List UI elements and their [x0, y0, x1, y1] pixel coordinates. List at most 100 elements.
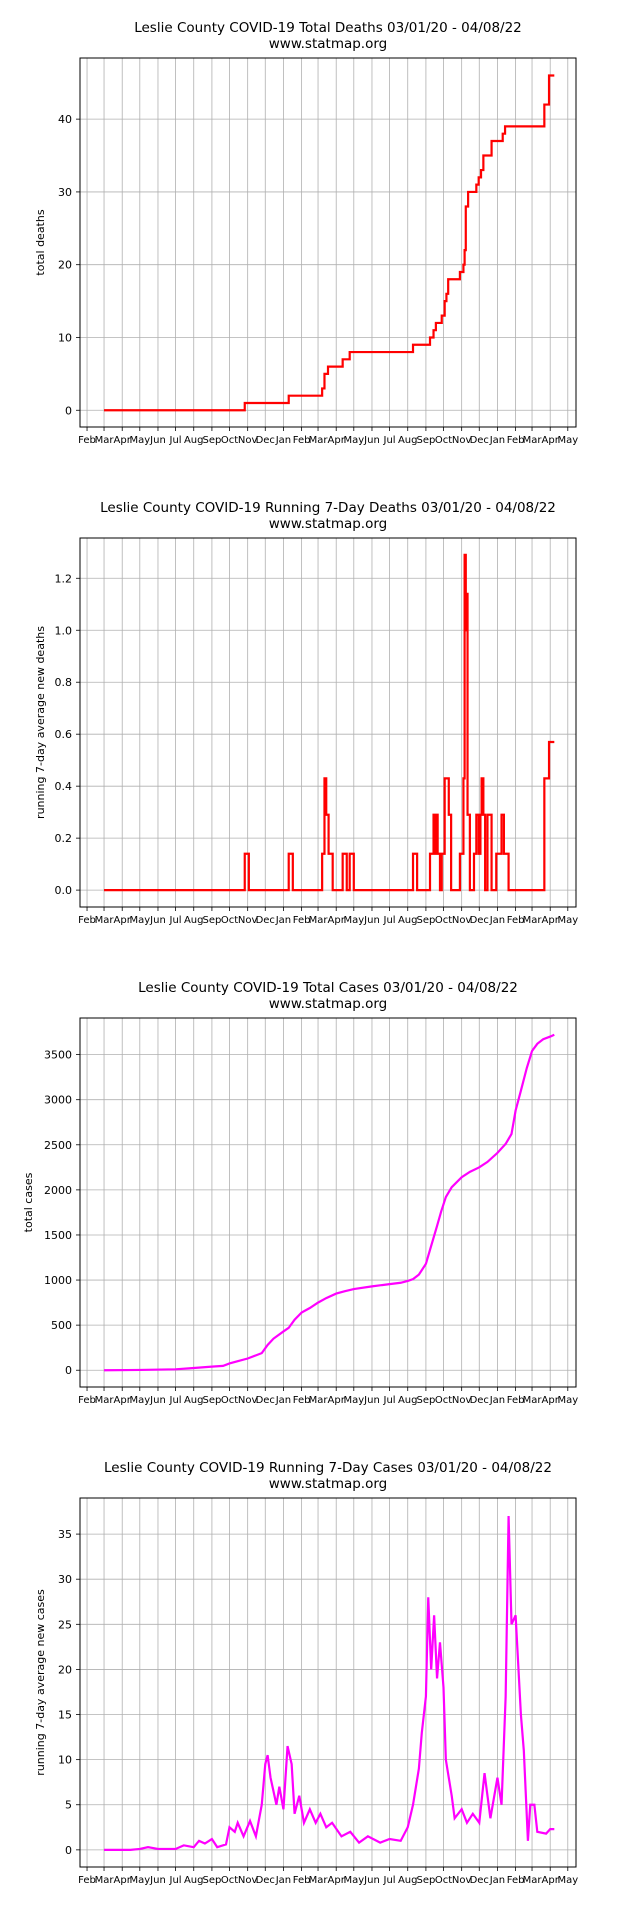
- x-tick-label: Oct: [435, 1875, 452, 1886]
- x-tick-label: Oct: [221, 1875, 238, 1886]
- x-tick-label: Nov: [238, 1395, 258, 1406]
- x-tick-label: Jan: [489, 915, 505, 926]
- series-line: [104, 553, 555, 892]
- x-tick-label: Oct: [221, 915, 238, 926]
- x-tick-label: Jan: [489, 1875, 505, 1886]
- x-tick-label: Mar: [309, 435, 329, 446]
- x-tick-label: Apr: [114, 1875, 132, 1886]
- x-tick-label: Dec: [470, 1875, 489, 1886]
- y-axis-label: total cases: [22, 1172, 35, 1232]
- x-tick-label: Apr: [114, 915, 132, 926]
- x-tick-label: Mar: [309, 915, 329, 926]
- x-tick-label: Jan: [489, 435, 505, 446]
- chart-3: Feb Mar Apr May Jun Jul Aug Sep Oct Nov Dec Jan Feb M…: [0, 960, 640, 1440]
- x-tick-label: Mar: [523, 435, 543, 446]
- y-tick-label: 35: [58, 1528, 72, 1541]
- chart-subtitle: www.statmap.org: [269, 1476, 388, 1492]
- x-tick-label: Jul: [169, 1875, 182, 1886]
- x-tick-label: Jul: [169, 915, 182, 926]
- x-tick-label: Feb: [78, 1395, 96, 1406]
- x-tick-label: Oct: [435, 1395, 452, 1406]
- x-tick-label: May: [557, 1395, 578, 1406]
- x-tick-label: Aug: [398, 1395, 418, 1406]
- y-tick-label: 1500: [44, 1229, 72, 1242]
- axes-frame: [79, 1497, 577, 1868]
- x-tick-label: Nov: [452, 1395, 472, 1406]
- y-tick-label: 1.2: [55, 572, 73, 585]
- chart-title: Leslie County COVID-19 Running 7-Day Dea…: [100, 500, 556, 516]
- y-tick-label: 0: [65, 1844, 72, 1857]
- y-tick-label: 0.2: [55, 832, 73, 845]
- y-tick-label: 2500: [44, 1139, 72, 1152]
- x-tick-label: Jun: [363, 915, 380, 926]
- x-tick-label: Aug: [398, 1875, 418, 1886]
- x-tick-label: Apr: [328, 915, 346, 926]
- x-tick-label: Aug: [184, 915, 204, 926]
- x-tick-label: Jun: [149, 1395, 166, 1406]
- x-tick-label: Oct: [435, 435, 452, 446]
- x-tick-label: Nov: [452, 435, 472, 446]
- chart-4: Feb Mar Apr May Jun Jul Aug Sep Oct Nov Dec Jan Feb M…: [0, 1440, 640, 1920]
- x-tick-label: Apr: [542, 915, 560, 926]
- x-tick-label: Aug: [184, 1395, 204, 1406]
- x-tick-label: Jul: [383, 435, 396, 446]
- axes-frame: [79, 1017, 577, 1388]
- x-tick-label: Mar: [95, 435, 115, 446]
- x-tick-label: Jul: [383, 1875, 396, 1886]
- x-tick-label: May: [129, 1875, 150, 1886]
- x-tick-label: Mar: [309, 1875, 329, 1886]
- x-tick-label: Sep: [416, 435, 435, 446]
- x-tick-label: May: [129, 915, 150, 926]
- x-tick-label: Jul: [169, 1395, 182, 1406]
- x-tick-label: Jun: [363, 435, 380, 446]
- chart-title: Leslie County COVID-19 Total Deaths 03/0…: [134, 20, 522, 36]
- x-tick-label: Feb: [78, 435, 96, 446]
- x-tick-label: Feb: [507, 915, 525, 926]
- x-tick-label: Nov: [238, 915, 258, 926]
- x-tick-label: Aug: [184, 1875, 204, 1886]
- x-tick-label: Apr: [542, 1395, 560, 1406]
- y-axis-label: running 7-day average new deaths: [34, 626, 47, 819]
- chart-subtitle: www.statmap.org: [269, 996, 388, 1012]
- x-tick-label: Mar: [309, 1395, 329, 1406]
- x-tick-label: Jun: [149, 915, 166, 926]
- x-tick-label: Dec: [470, 435, 489, 446]
- y-tick-label: 15: [58, 1709, 72, 1722]
- y-tick-label: 0.6: [55, 728, 73, 741]
- x-tick-label: May: [129, 1395, 150, 1406]
- x-tick-label: May: [557, 435, 578, 446]
- x-tick-label: Sep: [202, 435, 221, 446]
- x-tick-label: Feb: [507, 1875, 525, 1886]
- x-tick-label: Aug: [398, 915, 418, 926]
- x-tick-label: Jun: [149, 1875, 166, 1886]
- x-tick-label: Apr: [328, 1395, 346, 1406]
- x-tick-label: Dec: [256, 915, 275, 926]
- y-tick-label: 0.0: [55, 884, 73, 897]
- x-tick-label: Apr: [542, 435, 560, 446]
- x-tick-label: Jan: [275, 1395, 291, 1406]
- chart-title: Leslie County COVID-19 Total Cases 03/01…: [138, 980, 518, 996]
- x-tick-label: Feb: [293, 435, 311, 446]
- x-tick-label: May: [343, 1875, 364, 1886]
- y-tick-label: 0.8: [55, 676, 73, 689]
- x-tick-label: Sep: [416, 1875, 435, 1886]
- x-tick-label: Jan: [275, 1875, 291, 1886]
- x-tick-label: Mar: [95, 915, 115, 926]
- axes-frame: [79, 57, 577, 428]
- x-tick-label: Jul: [383, 1395, 396, 1406]
- x-tick-label: Jun: [363, 1395, 380, 1406]
- x-tick-label: Oct: [221, 1395, 238, 1406]
- x-tick-label: Aug: [398, 435, 418, 446]
- x-tick-label: May: [129, 435, 150, 446]
- x-tick-label: Nov: [452, 915, 472, 926]
- y-tick-label: 20: [58, 1663, 72, 1676]
- y-tick-label: 30: [58, 1573, 72, 1586]
- x-tick-label: May: [343, 1395, 364, 1406]
- x-tick-label: Feb: [507, 1395, 525, 1406]
- x-tick-label: Jan: [275, 915, 291, 926]
- x-tick-label: Jun: [149, 435, 166, 446]
- series-line: [104, 1033, 555, 1372]
- x-tick-label: Sep: [202, 1875, 221, 1886]
- chart-subtitle: www.statmap.org: [269, 36, 388, 52]
